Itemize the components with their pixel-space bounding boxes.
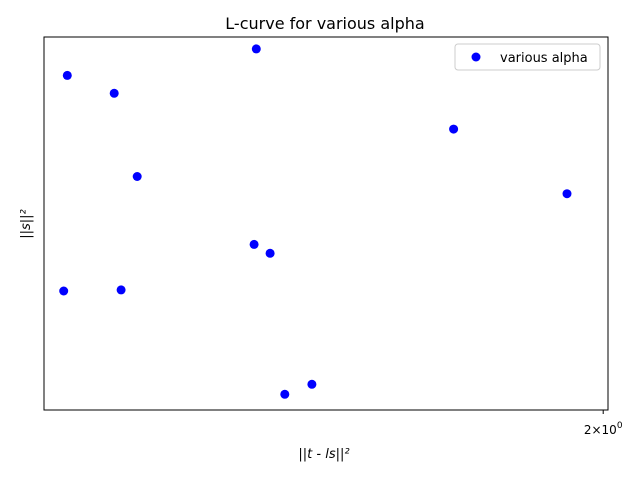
x-tick-label-0: 2×100	[584, 421, 623, 437]
legend-label: various alpha	[500, 51, 588, 66]
data-point-8	[59, 286, 69, 296]
data-point-5	[562, 189, 572, 199]
legend-marker	[471, 52, 481, 62]
data-point-0	[251, 44, 261, 54]
data-point-6	[249, 239, 259, 249]
x-axis-ticks: 2×100	[584, 410, 623, 437]
plot-area	[43, 36, 609, 411]
data-point-11	[280, 389, 290, 399]
data-point-9	[116, 285, 126, 295]
data-point-2	[109, 88, 119, 98]
data-point-7	[265, 248, 275, 258]
legend-box	[454, 43, 601, 71]
data-point-1	[62, 70, 72, 80]
legend: various alpha	[454, 43, 601, 71]
chart-title: L-curve for various alpha	[225, 14, 424, 33]
y-axis-label: ||s||²	[19, 209, 34, 239]
data-point-10	[307, 379, 317, 389]
axes-frame	[43, 36, 609, 411]
data-point-3	[449, 124, 459, 134]
data-points	[59, 44, 572, 399]
data-point-4	[132, 172, 142, 181]
x-axis-label: ||t - ls||²	[298, 447, 349, 462]
